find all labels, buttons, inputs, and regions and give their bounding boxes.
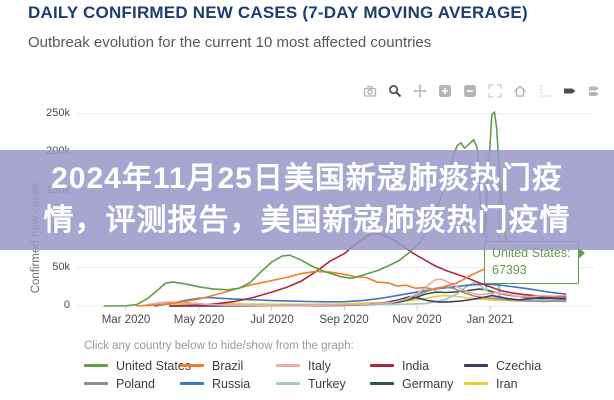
legend-swatch	[276, 382, 300, 385]
y-tick-label: 0	[63, 299, 70, 311]
legend-item-iran[interactable]: Iran	[464, 376, 518, 391]
banner-text-line2: 情，评测报告，美国新寇肺痰热门疫情	[43, 204, 571, 237]
pan-icon[interactable]	[413, 84, 427, 98]
x-tick-label: Jan 2021	[466, 314, 514, 326]
legend-hint: Click any country below to hide/show fro…	[84, 340, 354, 352]
y-tick-label: 250k	[46, 107, 70, 119]
legend-swatch	[180, 382, 204, 385]
legend-label: Germany	[402, 376, 454, 391]
legend-swatch	[370, 382, 394, 385]
zoom-out-icon[interactable]	[463, 84, 477, 98]
autoscale-icon[interactable]	[488, 84, 502, 98]
legend-swatch	[84, 382, 108, 385]
legend-label: Iran	[496, 376, 518, 391]
legend-swatch	[84, 364, 108, 367]
x-tick-label: Mar 2020	[101, 314, 151, 326]
x-tick-label: May 2020	[173, 314, 225, 326]
legend-label: Brazil	[212, 358, 244, 373]
legend-item-united-states[interactable]: United States	[84, 358, 191, 373]
page-title: DAILY CONFIRMED NEW CASES (7-DAY MOVING …	[28, 3, 528, 22]
y-tick-label: 50k	[52, 261, 70, 273]
reset-axes-icon[interactable]	[513, 84, 527, 98]
legend-swatch	[464, 382, 488, 385]
legend-item-russia[interactable]: Russia	[180, 376, 250, 391]
legend-swatch	[370, 364, 394, 367]
zoom-icon[interactable]	[388, 84, 402, 98]
legend-swatch	[464, 364, 488, 367]
legend-label: Czechia	[496, 358, 542, 373]
toggle-spikelines-icon[interactable]	[538, 84, 552, 98]
zoom-in-icon[interactable]	[438, 84, 452, 98]
legend-label: Poland	[116, 376, 155, 391]
legend-label: Russia	[212, 376, 251, 391]
legend-swatch	[180, 364, 204, 367]
series-line-russia[interactable]	[154, 283, 567, 307]
legend-label: India	[402, 358, 430, 373]
x-tick-label: Sep 2020	[319, 314, 369, 326]
legend-item-italy[interactable]: Italy	[276, 358, 331, 373]
legend: United States Brazil Italy India Czechia Pola…	[84, 358, 604, 394]
legend-item-poland[interactable]: Poland	[84, 376, 155, 391]
hover-compare-icon[interactable]	[588, 84, 602, 98]
legend-label: Turkey	[308, 376, 346, 391]
tooltip-value: 67393	[492, 263, 527, 277]
page-subtitle: Outbreak evolution for the current 10 mo…	[28, 34, 432, 51]
legend-item-turkey[interactable]: Turkey	[276, 376, 346, 391]
legend-item-india[interactable]: India	[370, 358, 429, 373]
legend-item-brazil[interactable]: Brazil	[180, 358, 243, 373]
x-tick-label: Nov 2020	[392, 314, 442, 326]
legend-item-germany[interactable]: Germany	[370, 376, 453, 391]
series-line-italy[interactable]	[139, 278, 567, 307]
plotly-modebar	[363, 84, 602, 98]
hover-closest-icon[interactable]	[563, 84, 577, 98]
legend-swatch	[276, 364, 300, 367]
tooltip-pointer	[577, 247, 585, 259]
x-tick-label: Jul 2020	[250, 314, 294, 326]
legend-item-czechia[interactable]: Czechia	[464, 358, 541, 373]
banner-text-line1: 2024年11月25日美国新寇肺痰热门疫	[51, 162, 563, 195]
legend-label: United States	[116, 358, 192, 373]
legend-label: Italy	[308, 358, 331, 373]
download-plot-icon[interactable]	[363, 84, 377, 98]
overlay-ad-banner: 2024年11月25日美国新寇肺痰热门疫 情，评测报告，美国新寇肺痰热门疫情	[0, 150, 614, 250]
